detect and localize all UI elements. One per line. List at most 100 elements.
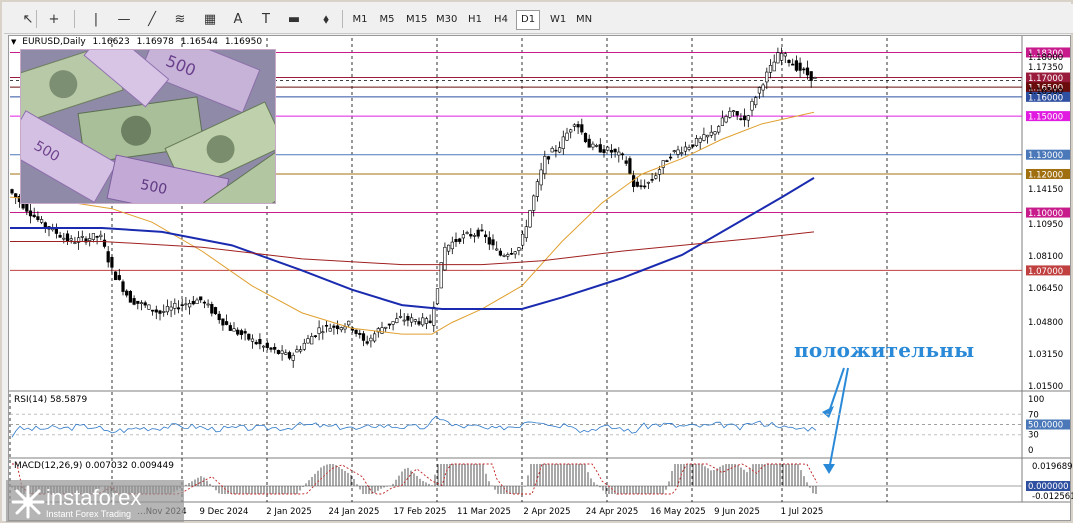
ma-blue-line [10, 176, 815, 310]
candle-body [428, 320, 432, 324]
timeframe-mn[interactable]: MN [576, 14, 593, 25]
level-label: 1.12000 [1028, 170, 1063, 180]
candle-body [646, 181, 650, 184]
candle-body [654, 175, 658, 179]
macd-label: MACD(12,26,9) 0.007032 0.009449 [14, 461, 174, 471]
candle-body [343, 326, 347, 330]
candle-body [750, 100, 754, 111]
date-label: 2 Apr 2025 [523, 507, 570, 517]
candle-body [154, 309, 158, 313]
date-label: 1 Jul 2025 [781, 507, 824, 517]
text-icon[interactable]: A [233, 11, 243, 27]
candle-body [650, 179, 654, 181]
horizontal-line-icon[interactable]: — [117, 11, 131, 27]
candle-body [228, 325, 232, 331]
price-tick: 1.10950 [1028, 220, 1063, 230]
timeframe-d1[interactable]: D1 [516, 10, 540, 30]
timeframe-m1[interactable]: M1 [352, 14, 368, 25]
candle-body [143, 302, 147, 306]
candle-body [10, 189, 14, 194]
candle-body [591, 143, 595, 148]
candle-body [487, 237, 491, 245]
ohlc-high: 1.16978 [136, 37, 174, 47]
candle-body [620, 153, 625, 156]
candle-body [261, 345, 266, 348]
trendline-icon[interactable]: ╱ [148, 11, 156, 27]
candle-body [395, 318, 399, 323]
candle-body [657, 169, 662, 175]
collapse-triangle-icon[interactable]: ▼ [11, 38, 17, 46]
price-tick: 1.01500 [1028, 382, 1063, 392]
candle-body [324, 324, 329, 327]
timeframe-m30[interactable]: M30 [436, 14, 458, 25]
rectangle-icon[interactable]: ▬ [287, 11, 301, 27]
candle-body [243, 331, 247, 334]
candle-body [117, 275, 121, 280]
fibo-extension-icon[interactable]: ▦ [203, 11, 217, 27]
candle-body [391, 321, 395, 325]
logo-name: instaforex [46, 485, 142, 510]
timeframe-m5[interactable]: M5 [379, 14, 395, 25]
candle-body [302, 342, 306, 350]
price-tick: 1.04800 [1028, 318, 1063, 328]
candle-body [335, 325, 340, 330]
annotation-arrowhead [822, 406, 834, 418]
candle-body [635, 181, 639, 187]
candle-body [58, 235, 62, 238]
ma-red-line [10, 231, 815, 266]
candle-body [424, 318, 429, 324]
candle-body [495, 248, 499, 251]
candle-body [317, 327, 321, 334]
candle-body [276, 350, 281, 354]
vertical-line-icon[interactable]: | [93, 11, 99, 27]
candle-body [676, 149, 680, 155]
candle-body [95, 236, 99, 238]
shapes-icon[interactable]: ⬧ [323, 11, 329, 27]
candle-body [798, 62, 802, 71]
candle-body [247, 333, 251, 340]
rsi-line [11, 415, 817, 438]
candle-body [739, 118, 743, 121]
candle-body [520, 233, 525, 246]
candle-body [613, 148, 617, 153]
candle-body [102, 239, 107, 247]
date-label: 11 Mar 2025 [457, 507, 511, 517]
timeframe-w1[interactable]: W1 [550, 14, 567, 25]
candle-body [668, 156, 673, 159]
candle-body [454, 239, 458, 243]
candle-body [498, 250, 503, 256]
candle-body [472, 235, 477, 237]
crosshair-icon[interactable]: + [48, 11, 60, 27]
candle-body [269, 347, 273, 350]
candle-body [25, 202, 29, 212]
timeframe-h1[interactable]: H1 [468, 14, 482, 25]
candle-body [43, 222, 47, 228]
candle-body [502, 255, 506, 257]
level-label-box [1026, 72, 1070, 83]
fibonacci-icon[interactable]: ≋ [174, 11, 186, 27]
candle-body [406, 316, 410, 321]
svg-text:500: 500 [139, 177, 168, 198]
candle-body [28, 210, 33, 217]
candle-body [184, 303, 188, 306]
level-label: 1.15000 [1028, 113, 1063, 123]
timeframe-m15[interactable]: M15 [406, 14, 428, 25]
timeframe-h4[interactable]: H4 [494, 14, 508, 25]
candle-body [298, 349, 303, 352]
candle-body [724, 116, 728, 123]
cursor-icon[interactable]: ↖ [22, 11, 34, 27]
candle-body [73, 242, 77, 244]
text-label-icon[interactable]: T [262, 11, 270, 27]
candle-body [469, 234, 473, 237]
candle-body [180, 304, 184, 306]
candle-body [432, 306, 436, 326]
level-label: 1.10000 [1028, 209, 1063, 219]
candle-body [239, 330, 244, 335]
candle-body [173, 303, 177, 309]
candle-body [139, 302, 144, 304]
level-label-box [1026, 207, 1070, 218]
candle-body [483, 234, 488, 238]
candle-body [88, 238, 92, 241]
date-label: 24 Jan 2025 [329, 507, 380, 517]
